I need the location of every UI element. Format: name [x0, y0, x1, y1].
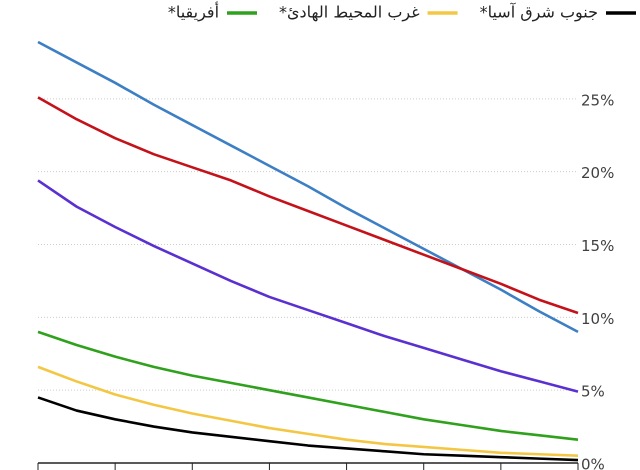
y-tick-label: 0%: [581, 456, 605, 470]
series-line: [37, 396, 579, 462]
y-tick-label: 25%: [581, 91, 614, 109]
legend-label: جنوب شرق آسيا*: [480, 3, 598, 23]
legend-label: أفريقيا*: [168, 2, 219, 23]
y-tick-label: 20%: [581, 164, 614, 182]
y-tick-label: 5%: [581, 383, 605, 401]
legend-label: غرب المحيط الهادئ*: [279, 3, 420, 23]
y-tick-label: 15%: [581, 237, 614, 255]
series-line: [37, 96, 579, 315]
series-line: [37, 179, 579, 393]
series-line: [37, 40, 579, 334]
y-tick-label: 10%: [581, 310, 614, 328]
series-line: [37, 365, 579, 458]
series-line: [37, 330, 579, 441]
